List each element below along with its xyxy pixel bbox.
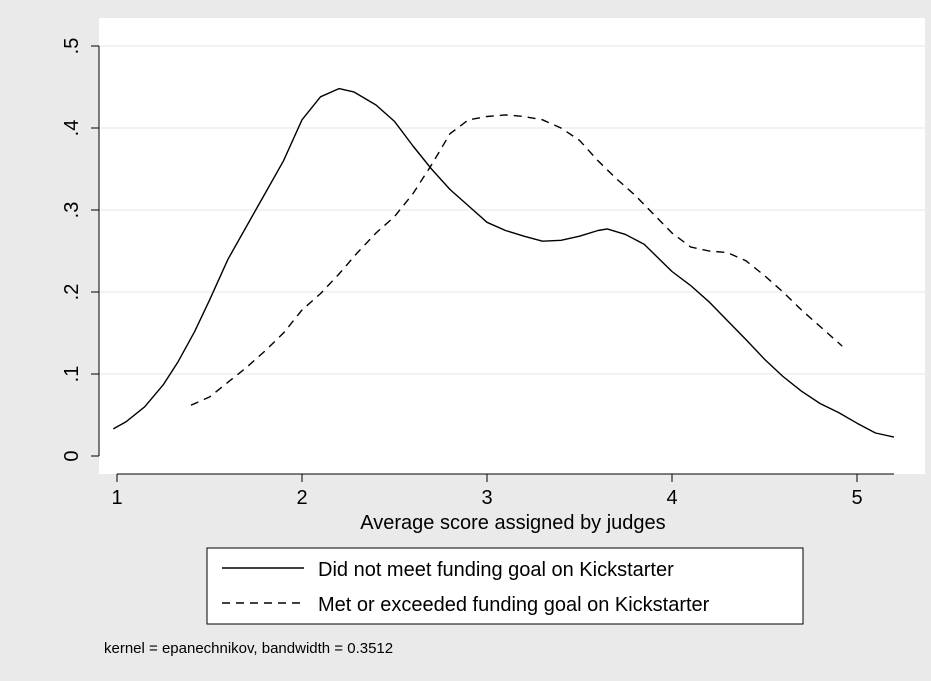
- gridlines: [99, 45, 925, 375]
- x-tick-label-1: 2: [296, 487, 307, 509]
- x-axis: 1 2 3 4 5: [111, 473, 894, 509]
- y-tick-label-1: .1: [61, 366, 83, 383]
- x-tick-label-4: 5: [851, 487, 862, 509]
- x-axis-title: Average score assigned by judges: [360, 512, 665, 534]
- y-tick-label-5: .5: [61, 38, 83, 55]
- series-line-met-goal: [190, 114, 843, 406]
- legend: Did not meet funding goal on Kickstarter…: [206, 547, 804, 625]
- legend-box: [206, 547, 804, 625]
- plot-area: [99, 18, 925, 474]
- y-tick-label-4: .4: [61, 120, 83, 137]
- y-axis: 0 .1 .2 .3 .4 .5: [61, 38, 100, 462]
- legend-label-met: Met or exceeded funding goal on Kickstar…: [318, 594, 710, 616]
- series-line-did-not-meet-goal: [112, 87, 895, 438]
- kernel-note: kernel = epanechnikov, bandwidth = 0.351…: [104, 640, 393, 657]
- x-tick-label-3: 4: [666, 487, 677, 509]
- legend-label-not-met: Did not meet funding goal on Kickstarter: [318, 559, 674, 581]
- x-tick-label-0: 1: [111, 487, 122, 509]
- series-layer: [112, 87, 895, 438]
- y-tick-label-0: 0: [61, 450, 83, 461]
- y-tick-label-3: .3: [61, 202, 83, 219]
- x-tick-label-2: 3: [481, 487, 492, 509]
- y-tick-label-2: .2: [61, 284, 83, 301]
